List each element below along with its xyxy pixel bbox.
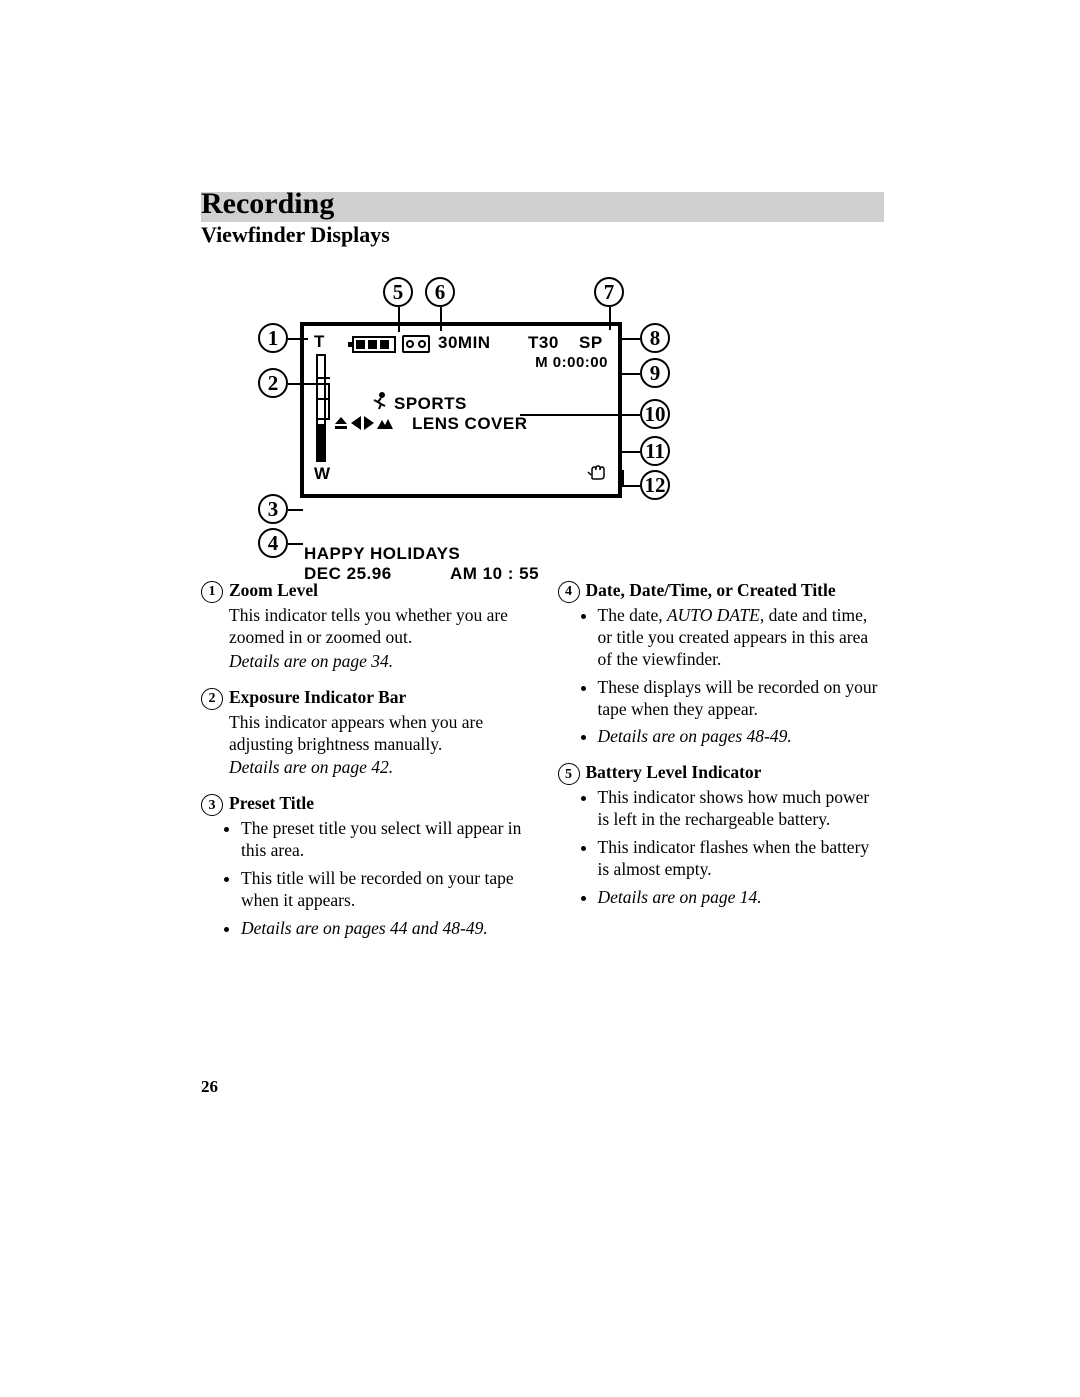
- battery-cell: [380, 340, 389, 349]
- item-text: This indicator appears when you are adju…: [229, 712, 528, 756]
- tape-length: T30: [528, 333, 559, 353]
- page-number: 26: [201, 1077, 218, 1097]
- zoom-tick: [316, 418, 330, 420]
- item-title: Preset Title: [229, 793, 314, 815]
- description-columns: 1 Zoom Level This indicator tells you wh…: [201, 580, 884, 954]
- page: Recording Viewfinder Displays 5 6 7 1 2 …: [0, 0, 1080, 1397]
- memory-counter: M 0:00:00: [535, 354, 608, 371]
- zoom-tick: [316, 377, 330, 379]
- item-bullet: These displays will be recorded on your …: [598, 677, 885, 721]
- item-details: Details are on page 14.: [598, 887, 885, 909]
- tape-icon: [402, 335, 430, 353]
- section-title: Recording: [201, 187, 334, 221]
- item-bullet: The date, AUTO DATE, date and time, or t…: [598, 605, 885, 671]
- program-ae-label: SPORTS: [394, 394, 467, 414]
- callout-11: 11: [640, 436, 670, 466]
- eject-icon: [334, 416, 348, 430]
- callout-9: 9: [640, 358, 670, 388]
- zoom-tele-label: T: [314, 332, 325, 352]
- lead-line: [620, 373, 640, 375]
- item-bullet: This title will be recorded on your tape…: [241, 868, 528, 912]
- item-2: 2 Exposure Indicator Bar This indicator …: [201, 687, 528, 780]
- lead-line: [622, 485, 640, 487]
- item-details: Details are on page 34.: [229, 651, 528, 673]
- right-column: 4 Date, Date/Time, or Created Title The …: [558, 580, 885, 954]
- viewfinder-frame: T W 30MIN T30 SP M 0:00:00: [300, 322, 622, 498]
- item-number: 5: [558, 763, 580, 785]
- lead-line: [622, 451, 640, 453]
- lead-line: [622, 470, 624, 485]
- zoom-level-bar: [316, 354, 326, 462]
- battery-cell: [356, 340, 365, 349]
- callout-10: 10: [640, 399, 670, 429]
- item-title: Date, Date/Time, or Created Title: [586, 580, 836, 602]
- item-1: 1 Zoom Level This indicator tells you wh…: [201, 580, 528, 673]
- triangle-right-icon: [364, 416, 374, 430]
- tape-speed: SP: [579, 333, 603, 353]
- item-title: Battery Level Indicator: [586, 762, 762, 784]
- lens-cover-warning: LENS COVER: [412, 414, 528, 434]
- callout-12: 12: [640, 470, 670, 500]
- callout-6: 6: [425, 277, 455, 307]
- item-title: Zoom Level: [229, 580, 318, 602]
- item-number: 1: [201, 581, 223, 603]
- sports-icon: [370, 392, 388, 415]
- battery-icon: [352, 336, 396, 353]
- callout-1: 1: [258, 323, 288, 353]
- item-number: 2: [201, 688, 223, 710]
- item-4: 4 Date, Date/Time, or Created Title The …: [558, 580, 885, 748]
- battery-nub: [348, 342, 352, 347]
- section-subtitle: Viewfinder Displays: [201, 222, 390, 248]
- remaining-time: 30MIN: [438, 333, 491, 353]
- exposure-indicator-bar: [334, 416, 393, 430]
- hand-shake-icon: [586, 464, 608, 485]
- triangle-left-icon: [351, 416, 361, 430]
- callout-8: 8: [640, 323, 670, 353]
- callout-3: 3: [258, 494, 288, 524]
- item-number: 4: [558, 581, 580, 603]
- item-bullet: This indicator shows how much power is l…: [598, 787, 885, 831]
- callout-5: 5: [383, 277, 413, 307]
- lead-line: [622, 338, 640, 340]
- item-number: 3: [201, 794, 223, 816]
- zoom-wide-label: W: [314, 464, 331, 484]
- viewfinder: T W 30MIN T30 SP M 0:00:00: [300, 322, 622, 540]
- preset-title-text: HAPPY HOLIDAYS: [304, 544, 460, 564]
- item-title: Exposure Indicator Bar: [229, 687, 406, 709]
- tape-reel: [418, 340, 426, 348]
- battery-cell: [368, 340, 377, 349]
- item-text: This indicator tells you whether you are…: [229, 605, 528, 649]
- item-bullet: This indicator flashes when the battery …: [598, 837, 885, 881]
- zoom-tick: [316, 398, 330, 400]
- lead-line: [288, 543, 303, 545]
- item-details: Details are on page 42.: [229, 757, 528, 779]
- item-5: 5 Battery Level Indicator This indicator…: [558, 762, 885, 908]
- callout-7: 7: [594, 277, 624, 307]
- item-bullet: The preset title you select will appear …: [241, 818, 528, 862]
- callout-4: 4: [258, 528, 288, 558]
- item-details: Details are on pages 48-49.: [598, 726, 885, 748]
- mountain-icon: [377, 417, 393, 429]
- item-details: Details are on pages 44 and 48-49.: [241, 918, 528, 940]
- item-3: 3 Preset Title The preset title you sele…: [201, 793, 528, 939]
- left-column: 1 Zoom Level This indicator tells you wh…: [201, 580, 528, 954]
- callout-2: 2: [258, 368, 288, 398]
- tape-reel: [406, 340, 414, 348]
- zoom-level-fill: [318, 424, 324, 460]
